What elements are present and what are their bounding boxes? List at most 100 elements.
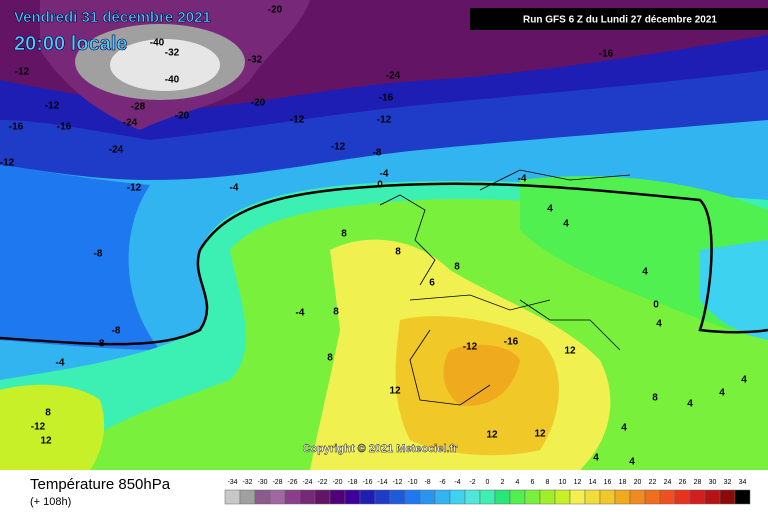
legend-swatch (689, 489, 706, 505)
contour-label: 12 (40, 436, 52, 447)
legend-tick-label: -14 (377, 479, 387, 486)
legend-tick-label: -32 (242, 479, 252, 486)
legend-tick-label: -2 (469, 479, 475, 486)
legend-tick-label: 28 (694, 479, 702, 486)
contour-label: 12 (564, 346, 576, 357)
contour-label: 8 (45, 408, 51, 419)
legend-swatch (584, 489, 601, 505)
contour-label: 4 (621, 423, 627, 434)
legend-swatch (674, 489, 691, 505)
contour-label: 0 (377, 180, 383, 191)
date: Vendredi 31 décembre 2021 (14, 9, 211, 26)
legend-swatch (404, 489, 421, 505)
contour-label: 8 (395, 247, 401, 258)
contour-label: 4 (593, 453, 599, 464)
contour-label: 12 (389, 386, 401, 397)
contour-label: -12 (0, 158, 15, 169)
legend-swatch (614, 489, 631, 505)
contour-label: -12 (45, 101, 60, 112)
contour-label: 12 (486, 430, 498, 441)
legend-swatch (719, 489, 736, 505)
contour-label: -12 (463, 342, 478, 353)
contour-label: -24 (386, 71, 401, 82)
contour-label: -4 (518, 174, 527, 185)
legend-swatch (449, 489, 466, 505)
legend-tick-label: 8 (546, 479, 550, 486)
contour-label: -12 (290, 115, 305, 126)
contour-label: 4 (547, 204, 553, 215)
contour-label: 4 (656, 319, 662, 330)
legend-tick-label: -4 (454, 479, 460, 486)
legend-swatch (299, 489, 316, 505)
legend-tick-label: 32 (724, 479, 732, 486)
contour-label: -20 (251, 98, 266, 109)
contour-label: -16 (599, 49, 614, 60)
legend-tick-label: -30 (257, 479, 267, 486)
contour-label: 0 (653, 300, 659, 311)
legend-swatch (569, 489, 586, 505)
contour-label: 8 (454, 262, 460, 273)
legend-tick-label: -8 (424, 479, 430, 486)
legend-swatch (359, 489, 376, 505)
legend-tick-label: 22 (649, 479, 657, 486)
run-box (470, 8, 768, 30)
legend-tick-label: 26 (679, 479, 687, 486)
contour-label: -12 (31, 422, 46, 433)
legend-swatch (419, 489, 436, 505)
contour-label: -32 (248, 55, 263, 66)
contour-label: -32 (165, 48, 180, 59)
contour-label: 6 (429, 278, 435, 289)
legend-swatch (224, 489, 241, 505)
legend-swatch (389, 489, 406, 505)
time: 20:00 locale (14, 33, 127, 55)
legend-tick-label: -28 (272, 479, 282, 486)
legend-swatch (284, 489, 301, 505)
contour-label: -40 (150, 38, 165, 49)
footer-subtitle: (+ 108h) (30, 496, 71, 508)
contour-labels: -20-40-32-40-32-12 -24-16-20 -16-12 -28-20-… (0, 5, 747, 468)
legend-swatch (524, 489, 541, 505)
contour-label: -4 (380, 169, 389, 180)
legend-swatch (254, 489, 271, 505)
legend-tick-label: -6 (439, 479, 445, 486)
contour-label: 12 (534, 429, 546, 440)
legend-tick-label: -34 (227, 479, 237, 486)
contour-label: -8 (373, 148, 382, 159)
contour-label: 4 (687, 399, 693, 410)
contour-label: 8 (327, 353, 333, 364)
legend-swatch (434, 489, 451, 505)
legend-tick-label: -18 (347, 479, 357, 486)
legend-swatch (734, 489, 751, 505)
legend: -34 -32 -30 -28 -26 -24 -22 -20 -18 -16 -14 -12 -10-… (224, 479, 751, 505)
contour-label: -20 (268, 5, 283, 16)
footer-title: Température 850hPa (30, 476, 171, 493)
contour-label: -16 (504, 337, 519, 348)
contour-label: -24 (109, 145, 124, 156)
legend-swatch (314, 489, 331, 505)
contour-label: 4 (563, 219, 569, 230)
contour-label: 4 (741, 375, 747, 386)
legend-tick-label: 24 (664, 479, 672, 486)
legend-tick-label: -20 (332, 479, 342, 486)
legend-swatch (329, 489, 346, 505)
legend-tick-label: -16 (362, 479, 372, 486)
legend-swatch (509, 489, 526, 505)
contour-label: -8 (112, 326, 121, 337)
legend-tick-label: 14 (589, 479, 597, 486)
run-info: Run GFS 6 Z du Lundi 27 décembre 2021 (523, 15, 717, 26)
legend-swatch (239, 489, 256, 505)
legend-tick-label: 18 (619, 479, 627, 486)
legend-tick-label: -26 (287, 479, 297, 486)
legend-tick-label: -22 (317, 479, 327, 486)
legend-swatch (269, 489, 286, 505)
copyright: Copyright © 2021 Meteociel.fr (303, 443, 459, 455)
legend-tick-label: 10 (559, 479, 567, 486)
contour-label: -16 (57, 122, 72, 133)
contour-label: -8 (94, 249, 103, 260)
legend-swatch (599, 489, 616, 505)
legend-tick-label: 2 (501, 479, 505, 486)
legend-tick-label: -24 (302, 479, 312, 486)
contour-label: -4 (296, 308, 305, 319)
contour-label: -28 (131, 102, 146, 113)
